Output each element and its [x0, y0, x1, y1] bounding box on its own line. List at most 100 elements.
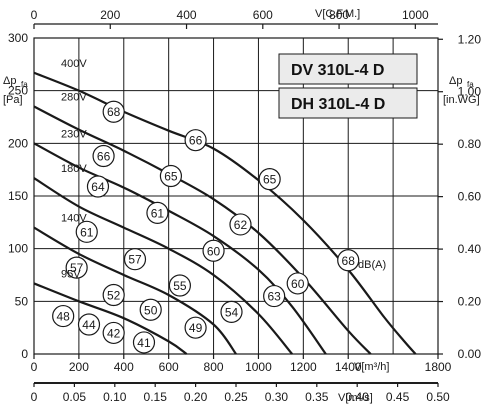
marker-circle	[75, 220, 98, 243]
marker-value: 65	[263, 173, 277, 187]
curve-label-140V: 140V	[61, 213, 87, 225]
model-label-dh: DH 310L-4 D	[278, 87, 418, 119]
y2-tick-label: 0.20	[458, 295, 482, 309]
curve-label-95V: 95V	[61, 268, 81, 280]
y2-tick-label: 0.40	[458, 242, 482, 256]
marker-value: 61	[80, 225, 94, 239]
bottom-axis-label: V[m³/h]	[354, 361, 389, 373]
marker-circle	[337, 249, 360, 272]
sound-level-marker: 62	[229, 213, 252, 236]
x-tick-label: 200	[69, 360, 89, 374]
sound-level-marker: 66	[92, 144, 115, 168]
left-axis-fa: fa	[21, 80, 28, 89]
sound-level-marker: 57	[123, 248, 147, 271]
marker-value: 66	[189, 134, 203, 148]
marker-value: 68	[342, 254, 356, 268]
x2-tick-label: 0.30	[265, 390, 289, 404]
y-tick-label: 250	[8, 84, 28, 98]
sound-level-marker: 61	[75, 220, 98, 243]
model-dh-text: DH 310L-4 D	[291, 96, 385, 113]
marker-value: 54	[225, 305, 239, 319]
sound-level-marker: 57	[65, 256, 88, 279]
marker-value: 55	[173, 279, 187, 293]
sound-level-markers: 68 66 66 65 65 64 61 62 61 60 57 57 68 60 55 52 63 50 54 48…	[52, 100, 360, 354]
marker-circle	[86, 175, 110, 198]
sound-level-marker: 52	[102, 283, 125, 307]
sound-level-marker: 61	[146, 201, 169, 224]
marker-value: 44	[82, 318, 96, 332]
x2-tick-label: 0.05	[63, 390, 87, 404]
sound-level-marker: 49	[184, 316, 207, 339]
marker-circle	[263, 284, 286, 308]
x-tick-label: 800	[204, 360, 224, 374]
marker-value: 49	[189, 321, 203, 335]
curve-label-230V: 230V	[61, 128, 87, 140]
x2-tick-label: 0.40	[346, 390, 370, 404]
x-tick-label: 1000	[245, 360, 272, 374]
sound-level-marker: 65	[159, 164, 183, 188]
model-label-dv: DV 310L-4 D	[278, 53, 418, 85]
y-tick-label: 100	[8, 242, 28, 256]
sound-level-marker: 64	[86, 175, 110, 198]
sound-level-marker: 44	[77, 313, 101, 336]
marker-value: 41	[137, 336, 151, 350]
marker-circle	[184, 316, 207, 339]
curve-140V	[33, 226, 237, 355]
curve-label-180V: 180V	[61, 163, 87, 175]
marker-value: 64	[91, 180, 105, 194]
y2-tick-label: 0.00	[458, 347, 482, 361]
x-tick-label: 1400	[335, 360, 362, 374]
right-axis-dp: Δp	[449, 75, 462, 87]
marker-circle	[123, 248, 147, 271]
marker-circle	[132, 331, 156, 354]
marker-value: 66	[97, 149, 111, 163]
x3-tick-label: 400	[177, 8, 197, 22]
sound-level-marker: 68	[337, 249, 360, 272]
sound-level-marker: 60	[202, 239, 225, 262]
y-tick-label: 200	[8, 136, 28, 150]
x-tick-label: 400	[114, 360, 134, 374]
marker-circle	[184, 129, 207, 152]
sound-level-marker: 48	[52, 304, 75, 328]
marker-circle	[102, 100, 125, 123]
marker-circle	[139, 298, 162, 321]
marker-circle	[77, 313, 101, 336]
x3-tick-label: 1000	[402, 8, 429, 22]
x2-tick-label: 0	[31, 390, 38, 404]
marker-value: 60	[291, 277, 305, 291]
bottom2-axis-label: V[m³/s]	[338, 392, 373, 404]
x-tick-label: 600	[159, 360, 179, 374]
sound-level-marker: 55	[168, 274, 191, 297]
marker-circle	[202, 239, 225, 262]
curve-label-400V: 400V	[61, 58, 87, 70]
marker-value: 62	[234, 218, 248, 232]
y2-tick-label: 1.00	[458, 85, 482, 99]
y-tick-label: 150	[8, 189, 28, 203]
marker-value: 57	[128, 253, 142, 267]
marker-circle	[52, 304, 75, 328]
curve-230V	[33, 142, 327, 355]
x3-tick-label: 800	[329, 8, 349, 22]
y-tick-label: 50	[15, 294, 29, 308]
marker-value: 50	[144, 303, 158, 317]
x2-tick-label: 0.50	[426, 390, 450, 404]
model-dv-text: DV 310L-4 D	[291, 62, 384, 79]
units-label: dB(A)	[358, 259, 386, 271]
curve-180V	[33, 177, 293, 355]
sound-level-marker: 68	[102, 100, 125, 123]
marker-value: 57	[70, 261, 84, 275]
x2-tick-label: 0.35	[305, 390, 329, 404]
y-tick-label: 0	[21, 347, 28, 361]
marker-value: 52	[107, 289, 121, 303]
curve-95V	[33, 282, 188, 355]
y2-tick-label: 0.80	[458, 137, 482, 151]
x2-tick-label: 0.20	[184, 390, 208, 404]
sound-level-marker: 41	[132, 331, 156, 354]
y2-tick-label: 1.20	[458, 32, 482, 46]
x2-tick-label: 0.25	[224, 390, 248, 404]
x2-tick-label: 0.10	[103, 390, 127, 404]
marker-value: 60	[207, 244, 221, 258]
x3-tick-label: 600	[253, 8, 273, 22]
